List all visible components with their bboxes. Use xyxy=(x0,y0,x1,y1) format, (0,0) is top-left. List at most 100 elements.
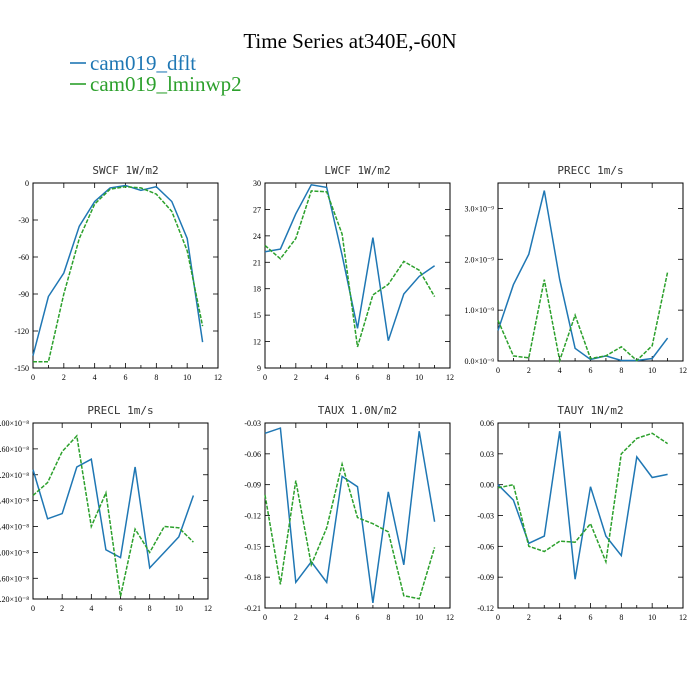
x-tick-label: 6 xyxy=(356,373,360,382)
x-tick-label: 4 xyxy=(93,373,97,382)
x-tick-label: 12 xyxy=(214,373,222,382)
series-line-lminwp2 xyxy=(497,271,669,364)
x-tick-label: 8 xyxy=(154,373,158,382)
x-tick-label: 4 xyxy=(325,613,329,622)
x-tick-label: 8 xyxy=(148,604,152,613)
plot-frame xyxy=(497,422,684,609)
series-line-dflt xyxy=(497,431,668,580)
plot-frame xyxy=(264,182,451,369)
y-tick-label: 0 xyxy=(25,179,29,188)
series-line-lminwp2 xyxy=(32,434,194,597)
legend-entry-lminwp2: cam019_lminwp2 xyxy=(70,72,242,96)
x-tick-label: 6 xyxy=(589,613,593,622)
x-tick-label: 0 xyxy=(263,373,267,382)
x-tick-label: 12 xyxy=(446,373,454,382)
y-tick-label: 2.0×10⁻⁹ xyxy=(464,255,494,264)
x-tick-label: 10 xyxy=(415,613,423,622)
x-tick-label: 8 xyxy=(619,613,623,622)
series-line-dflt xyxy=(264,183,436,341)
y-tick-label: 9.00×10⁻⁸ xyxy=(0,419,29,428)
y-tick-label: -120 xyxy=(14,327,29,336)
x-tick-label: 6 xyxy=(119,604,123,613)
series-line-lminwp2 xyxy=(33,185,204,363)
y-tick-label: -150 xyxy=(14,364,29,373)
x-tick-label: 2 xyxy=(294,613,298,622)
y-tick-label: 24 xyxy=(253,232,261,241)
x-tick-label: 2 xyxy=(527,366,531,375)
x-tick-label: 12 xyxy=(204,604,212,613)
panel-title: TAUY 1N/m2 xyxy=(557,404,623,417)
x-tick-label: 8 xyxy=(386,613,390,622)
y-tick-label: 2.20×10⁻⁸ xyxy=(0,595,29,604)
y-tick-label: 3.60×10⁻⁸ xyxy=(0,574,29,583)
plot-frame xyxy=(32,422,209,600)
x-tick-label: 0 xyxy=(31,604,35,613)
panel-5: TAUX 1.0N/m2 0 2 4 6 8 10 12 -0.03 -0.06 -0.09 -0.1… xyxy=(244,404,454,622)
x-tick-label: 6 xyxy=(124,373,128,382)
series-line-lminwp2 xyxy=(264,190,436,348)
series-line-lminwp2 xyxy=(264,461,436,600)
y-tick-label: 0.00 xyxy=(480,481,494,490)
y-tick-label: 15 xyxy=(253,311,261,320)
y-tick-label: -0.12 xyxy=(244,512,261,521)
y-tick-label: 5.40×10⁻⁸ xyxy=(0,523,29,532)
panel-3: PRECC 1m/s 0 2 4 6 8 10 12 0.0×10⁻⁹ 1.0×10⁻⁹ 2.0×1… xyxy=(464,164,687,375)
y-tick-label: 0.03 xyxy=(480,450,494,459)
x-tick-label: 4 xyxy=(558,613,562,622)
y-tick-label: 9 xyxy=(257,364,261,373)
figure-title: Time Series at340E,-60N xyxy=(243,29,456,53)
y-tick-label: -0.06 xyxy=(477,542,494,551)
y-tick-label: -60 xyxy=(18,253,29,262)
x-tick-label: 10 xyxy=(648,366,656,375)
y-tick-label: 6.40×10⁻⁸ xyxy=(0,497,29,506)
series-line-dflt xyxy=(32,458,195,570)
y-tick-label: 8.60×10⁻⁸ xyxy=(0,445,29,454)
y-tick-label: 12 xyxy=(253,338,261,347)
panel-title: LWCF 1W/m2 xyxy=(324,164,390,177)
legend-label: cam019_dflt xyxy=(90,51,196,75)
series-line-dflt xyxy=(497,190,669,362)
x-tick-label: 2 xyxy=(60,604,64,613)
x-tick-label: 12 xyxy=(446,613,454,622)
y-tick-label: -30 xyxy=(18,216,29,225)
y-tick-label: 4.00×10⁻⁸ xyxy=(0,548,29,557)
y-tick-label: -0.15 xyxy=(244,542,261,551)
legend-entry-dflt: cam019_dflt xyxy=(70,51,196,75)
y-tick-label: 3.0×10⁻⁹ xyxy=(464,204,494,213)
series-line-dflt xyxy=(32,184,204,356)
x-tick-label: 10 xyxy=(648,613,656,622)
y-tick-label: -90 xyxy=(18,290,29,299)
y-tick-label: -0.12 xyxy=(477,604,494,613)
y-tick-label: 21 xyxy=(253,258,261,267)
x-tick-label: 2 xyxy=(62,373,66,382)
panel-title: PRECC 1m/s xyxy=(557,164,623,177)
y-tick-label: 30 xyxy=(253,179,261,188)
y-tick-label: 7.20×10⁻⁸ xyxy=(0,471,29,480)
x-tick-label: 4 xyxy=(558,366,562,375)
panels: SWCF 1W/m20 2 4 6 8 10 120-30-60-90-120-150LWC… xyxy=(0,164,687,622)
series-line-lminwp2 xyxy=(497,432,669,565)
legend: cam019_dflt cam019_lminwp2 xyxy=(70,51,242,96)
y-tick-label: 0.0×10⁻⁹ xyxy=(464,357,494,366)
x-tick-label: 8 xyxy=(619,366,623,375)
y-tick-label: -0.18 xyxy=(244,573,261,582)
y-tick-label: -0.09 xyxy=(244,481,261,490)
panel-6: TAUY 1N/m2 0 2 4 6 8 10 12 0.06 0.03 0.00 -0.03 -0.0… xyxy=(477,404,687,622)
y-tick-label: 1.0×10⁻⁹ xyxy=(464,306,494,315)
x-tick-label: 10 xyxy=(415,373,423,382)
panel-title: TAUX 1.0N/m2 xyxy=(318,404,397,417)
y-tick-label: 0.06 xyxy=(480,419,494,428)
y-tick-label: -0.03 xyxy=(477,512,494,521)
y-tick-label: 18 xyxy=(253,285,261,294)
x-tick-label: 0 xyxy=(31,373,35,382)
x-tick-label: 12 xyxy=(679,613,687,622)
x-tick-label: 0 xyxy=(263,613,267,622)
x-tick-label: 6 xyxy=(356,613,360,622)
x-tick-label: 0 xyxy=(496,613,500,622)
x-tick-label: 0 xyxy=(496,366,500,375)
panel-4: PRECL 1m/s 0 2 4 6 8 10 12 9.00×10⁻⁸ 8.60×10⁻⁸ 7.2… xyxy=(0,404,212,613)
x-tick-label: 4 xyxy=(325,373,329,382)
y-tick-label: -0.09 xyxy=(477,573,494,582)
